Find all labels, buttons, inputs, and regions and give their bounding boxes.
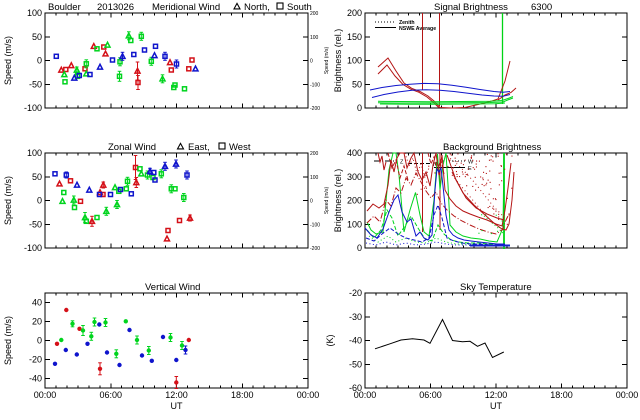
svg-text:100: 100 (310, 175, 319, 181)
svg-text:Boulder: Boulder (48, 2, 81, 13)
svg-text:150: 150 (347, 32, 362, 42)
svg-text:100: 100 (27, 8, 42, 18)
svg-text:Speed (m/s): Speed (m/s) (3, 176, 13, 225)
svg-text:NSWE Average: NSWE Average (399, 26, 436, 32)
svg-text:North,: North, (244, 2, 270, 13)
svg-text:Brightness (rel.): Brightness (rel.) (333, 29, 343, 93)
svg-text:400: 400 (347, 148, 362, 158)
svg-text:Meridional Wind: Meridional Wind (152, 2, 220, 13)
svg-text:Speed (m/s): Speed (m/s) (324, 187, 330, 215)
svg-text:-200: -200 (310, 106, 320, 112)
svg-text:UT: UT (171, 401, 183, 411)
svg-text:-20: -20 (349, 288, 362, 298)
svg-text:200: 200 (310, 151, 319, 157)
svg-text:200: 200 (347, 8, 362, 18)
svg-text:100: 100 (347, 56, 362, 66)
svg-text:Speed (m/s): Speed (m/s) (324, 47, 330, 75)
svg-text:200: 200 (347, 196, 362, 206)
svg-text:UT: UT (490, 401, 502, 411)
svg-text:E: E (468, 166, 472, 172)
svg-text:0: 0 (37, 336, 42, 346)
svg-text:-100: -100 (24, 243, 42, 253)
svg-text:-100: -100 (310, 82, 320, 88)
svg-text:00:00: 00:00 (354, 390, 377, 400)
svg-text:00:00: 00:00 (616, 390, 639, 400)
svg-text:-40: -40 (349, 336, 362, 346)
svg-text:Zenith: Zenith (399, 20, 415, 26)
svg-text:0: 0 (357, 243, 362, 253)
svg-text:-50: -50 (29, 219, 42, 229)
svg-text:12:00: 12:00 (165, 390, 188, 400)
svg-text:0: 0 (37, 196, 42, 206)
svg-text:South: South (287, 2, 312, 13)
svg-text:-100: -100 (310, 222, 320, 228)
svg-text:-200: -200 (310, 246, 320, 252)
svg-text:0: 0 (37, 56, 42, 66)
svg-text:50: 50 (352, 79, 362, 89)
svg-text:100: 100 (27, 148, 42, 158)
svg-text:West: West (229, 142, 251, 153)
svg-text:-100: -100 (24, 103, 42, 113)
svg-text:-20: -20 (29, 355, 42, 365)
svg-text:06:00: 06:00 (99, 390, 122, 400)
svg-text:6300: 6300 (531, 2, 552, 13)
svg-text:50: 50 (32, 172, 42, 182)
svg-text:Brightness (rel.): Brightness (rel.) (333, 169, 343, 233)
svg-text:00:00: 00:00 (297, 390, 320, 400)
svg-text:-40: -40 (29, 374, 42, 384)
svg-text:-60: -60 (349, 383, 362, 393)
svg-text:-30: -30 (349, 312, 362, 322)
svg-text:Background Brightness: Background Brightness (443, 142, 541, 153)
svg-text:40: 40 (32, 298, 42, 308)
svg-text:18:00: 18:00 (550, 390, 573, 400)
svg-text:Signal Brightness: Signal Brightness (434, 2, 508, 13)
svg-text:-50: -50 (29, 79, 42, 89)
svg-text:East,: East, (188, 142, 210, 153)
svg-text:12:00: 12:00 (485, 390, 508, 400)
svg-text:Speed (m/s): Speed (m/s) (3, 36, 13, 85)
svg-text:Sky Temperature: Sky Temperature (460, 282, 532, 293)
svg-text:2013026: 2013026 (97, 2, 134, 13)
svg-text:Z: Z (400, 160, 404, 166)
svg-text:20: 20 (32, 317, 42, 327)
svg-text:300: 300 (347, 172, 362, 182)
svg-text:Speed (m/s): Speed (m/s) (3, 316, 13, 365)
svg-text:0: 0 (310, 59, 313, 65)
svg-text:N: N (433, 162, 437, 168)
svg-text:Zonal Wind: Zonal Wind (108, 142, 156, 153)
svg-text:00:00: 00:00 (34, 390, 57, 400)
svg-text:0: 0 (357, 103, 362, 113)
svg-text:Vertical Wind: Vertical Wind (145, 282, 200, 293)
svg-text:(K): (K) (325, 335, 335, 347)
svg-text:0: 0 (310, 199, 313, 205)
svg-text:-50: -50 (349, 359, 362, 369)
svg-text:06:00: 06:00 (419, 390, 442, 400)
svg-text:100: 100 (347, 219, 362, 229)
svg-text:W: W (468, 160, 474, 166)
svg-text:100: 100 (310, 35, 319, 41)
svg-text:200: 200 (310, 11, 319, 17)
svg-text:18:00: 18:00 (231, 390, 254, 400)
svg-text:50: 50 (32, 32, 42, 42)
